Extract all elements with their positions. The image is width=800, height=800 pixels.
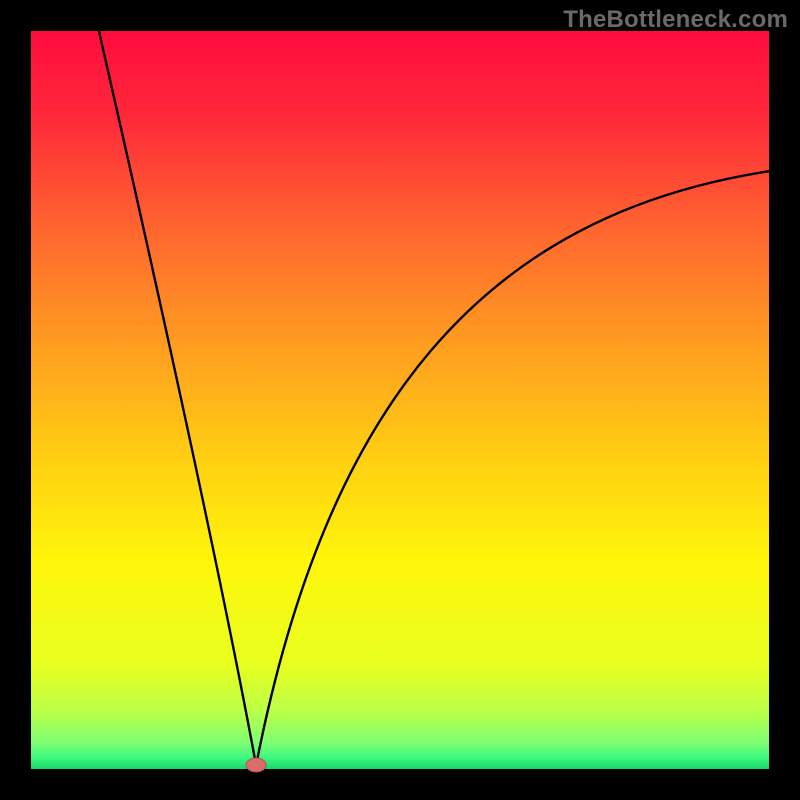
minimum-marker [246,758,266,772]
watermark-text: TheBottleneck.com [563,6,788,34]
bottleneck-chart [0,0,800,800]
chart-gradient-background [31,31,769,769]
